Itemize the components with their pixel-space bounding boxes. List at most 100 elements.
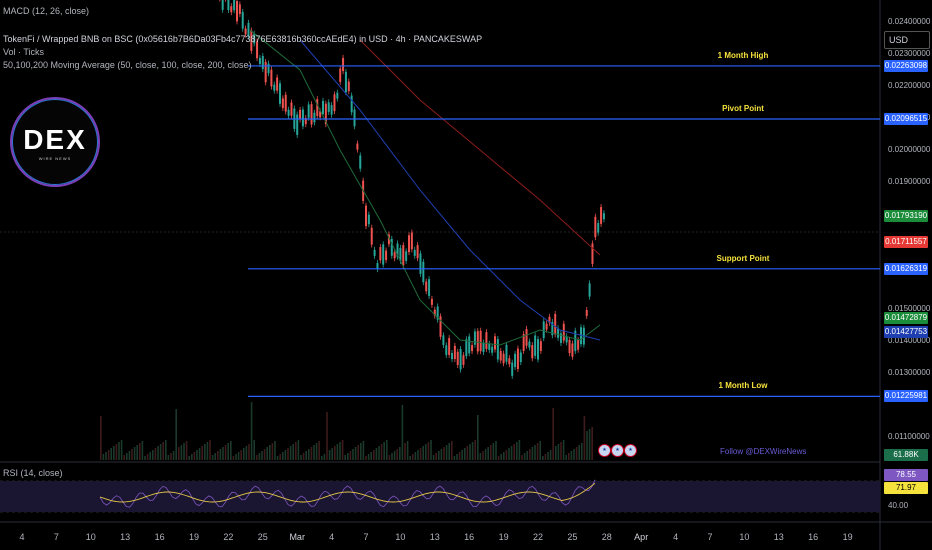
volume-bar xyxy=(323,454,326,460)
candle-body xyxy=(353,109,356,127)
price-tag: 0.01711557 xyxy=(884,235,928,248)
us-flag-icon[interactable]: ★ xyxy=(624,444,637,457)
candle-body xyxy=(516,348,519,370)
candle-body xyxy=(336,92,339,99)
candle-body xyxy=(468,336,471,354)
candle-body xyxy=(445,345,448,355)
candle-body xyxy=(537,339,539,360)
dex-wire-news-logo: DEX WIRE NEWS xyxy=(10,97,100,187)
volume-bar xyxy=(417,450,419,460)
rsi-tick-label: 40.00 xyxy=(888,501,909,510)
volume-bar xyxy=(578,445,580,460)
volume-bar xyxy=(474,440,476,460)
y-tick-label: 0.01400000 xyxy=(888,335,931,345)
volume-bar xyxy=(458,452,461,460)
x-tick-label: 7 xyxy=(53,532,59,542)
volume-bar xyxy=(313,445,315,460)
x-tick-label: 25 xyxy=(257,532,268,542)
candle-body xyxy=(413,249,416,256)
level-label: 1 Month Low xyxy=(718,381,768,391)
volume-bar xyxy=(162,442,164,460)
candle-body xyxy=(339,68,342,82)
volume-bar xyxy=(336,444,339,460)
candle-body xyxy=(451,353,453,360)
us-flag-icon[interactable]: ★ xyxy=(611,444,624,457)
volume-bar xyxy=(573,449,575,460)
y-tick-label: 0.02400000 xyxy=(888,17,931,27)
volume-bar xyxy=(256,455,258,460)
volume-bar xyxy=(487,447,489,460)
volume-bar xyxy=(557,444,560,460)
volume-bar xyxy=(102,454,105,460)
candle-body xyxy=(393,252,396,259)
candle-body xyxy=(494,336,496,350)
volume-bar xyxy=(490,445,492,460)
candle-body xyxy=(258,57,261,64)
candle-body xyxy=(511,362,514,376)
candle-body xyxy=(284,94,287,112)
volume-bar xyxy=(357,445,359,460)
candle-body xyxy=(316,99,319,116)
volume-bar xyxy=(282,452,284,460)
candle-body xyxy=(508,358,511,365)
volume-bar xyxy=(185,441,188,460)
candle-body xyxy=(350,95,353,113)
volume-bar xyxy=(211,455,214,460)
x-tick-label: 19 xyxy=(498,532,509,542)
candle-body xyxy=(473,331,476,345)
volume-bar xyxy=(581,443,583,460)
volume-bar xyxy=(305,451,307,460)
currency-selector[interactable]: USD xyxy=(884,31,930,49)
price-tag: 0.01472879 xyxy=(884,311,928,324)
volume-bar xyxy=(245,446,248,460)
volume-bar xyxy=(531,447,534,460)
volume-bar xyxy=(167,455,170,460)
us-flag-icon[interactable]: ★ xyxy=(598,444,611,457)
x-tick-label: 13 xyxy=(120,532,131,542)
candle-body xyxy=(264,61,267,83)
candle-body xyxy=(287,109,290,116)
level-label: Support Point xyxy=(716,253,770,263)
volume-bar xyxy=(341,440,344,460)
candle-body xyxy=(430,298,433,305)
candle-body xyxy=(387,234,390,245)
candle-body xyxy=(344,71,347,93)
candle-body xyxy=(428,279,431,296)
y-tick-label: 0.01900000 xyxy=(888,176,931,186)
volume-bar xyxy=(206,442,209,460)
volume-bar xyxy=(183,443,185,460)
candle-body xyxy=(399,247,402,262)
volume-bar xyxy=(451,441,453,460)
volume-bar xyxy=(367,454,370,460)
volume-bar xyxy=(510,446,513,460)
volume-bar xyxy=(544,454,547,460)
candle-body xyxy=(491,346,494,353)
volume-bar xyxy=(191,454,193,460)
x-tick-label: 16 xyxy=(808,532,819,542)
volume-bar xyxy=(178,447,180,460)
volume-bar xyxy=(339,442,341,460)
volume-bar xyxy=(258,453,261,460)
candle-body xyxy=(390,238,393,256)
volume-bar xyxy=(222,447,224,460)
candle-body xyxy=(496,339,499,360)
volume-bar xyxy=(284,450,287,460)
candle-body xyxy=(365,205,367,227)
volume-bar xyxy=(412,454,414,460)
rsi-label: RSI (14, close) xyxy=(3,468,63,478)
x-tick-label: 10 xyxy=(395,532,406,542)
volume-bar xyxy=(196,450,198,460)
volume-bar xyxy=(136,445,138,460)
volume-bar xyxy=(279,454,281,460)
candle-body xyxy=(236,0,238,22)
price-tag: 0.02263098 xyxy=(884,59,928,72)
volume-bar xyxy=(115,444,118,460)
candle-body xyxy=(342,57,345,72)
volume-bar xyxy=(440,449,443,460)
candle-body xyxy=(250,30,253,51)
candle-body xyxy=(482,342,485,353)
moving-average-label: 50,100,200 Moving Average (50, close, 10… xyxy=(3,60,252,70)
volume-bar xyxy=(370,452,372,460)
volume-bar xyxy=(586,431,588,460)
